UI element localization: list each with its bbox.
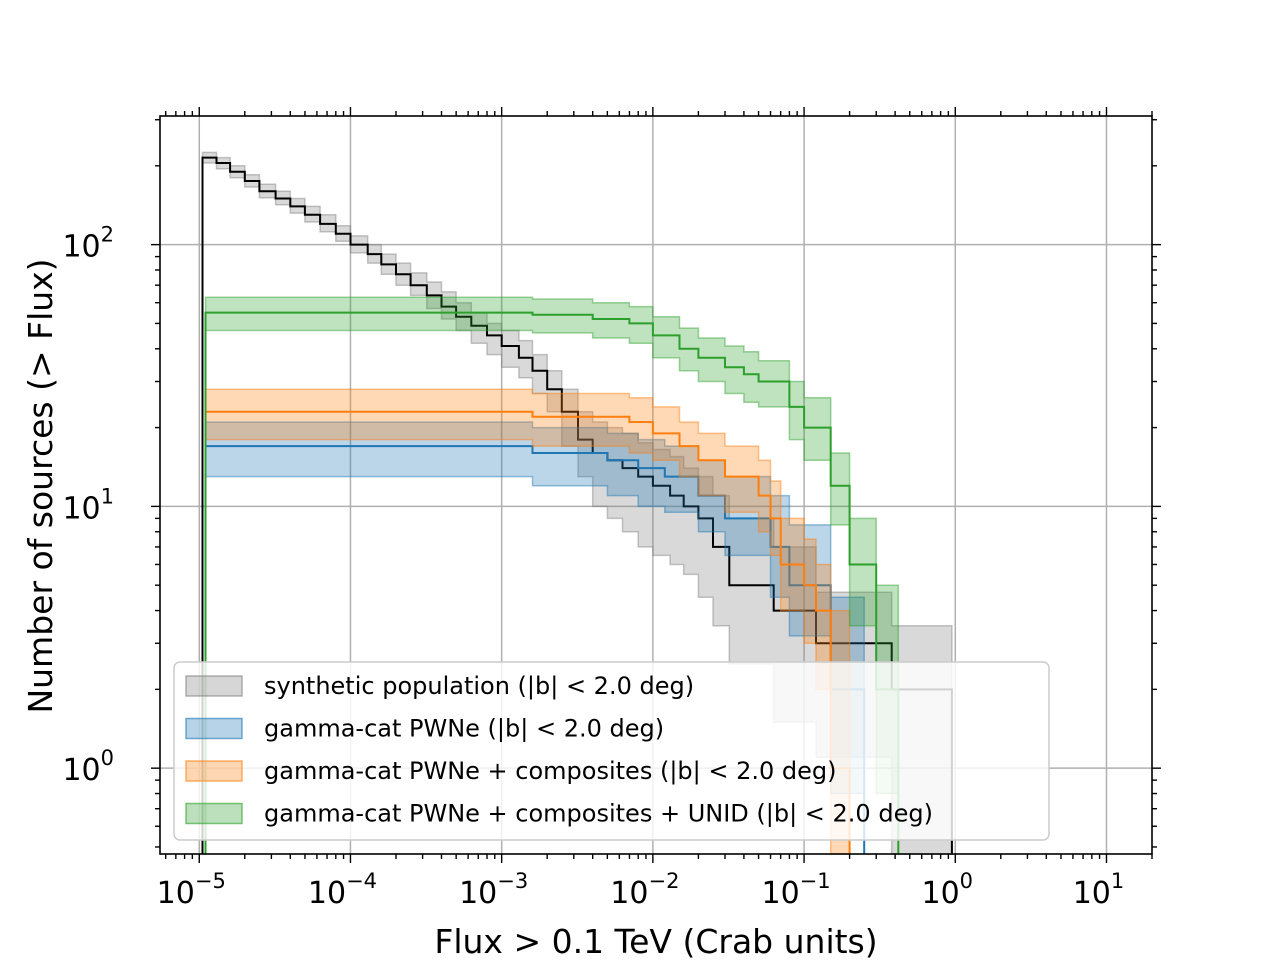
legend-swatch-2 [185,760,243,782]
y-tick-label-0: 100 [62,746,114,788]
plot-frame [159,115,1153,855]
axes-box [159,115,1153,855]
band-series-3 [204,296,900,854]
x-axis-title: Flux > 0.1 TeV (Crab units) [434,922,877,960]
x-tick-label-3: 10−2 [610,869,679,911]
y-tick-label-1: 101 [62,484,114,526]
line-series-2 [204,410,851,854]
x-tick-label-2: 10−3 [459,869,528,911]
x-tick-label-0: 10−5 [157,869,226,911]
legend-swatch-0 [185,675,243,697]
y-tick-label-2: 102 [62,223,114,265]
legend-label-1: gamma-cat PWNe (|b| < 2.0 deg) [264,715,664,743]
series-layer [201,151,953,855]
legend: synthetic population (|b| < 2.0 deg) gamm… [173,661,1050,841]
x-tick-label-4: 10−1 [761,869,830,911]
x-tick-label-6: 101 [1073,869,1125,911]
legend-box [173,661,1050,841]
legend-label-2: gamma-cat PWNe + composites (|b| < 2.0 d… [264,757,836,785]
legend-swatch-3 [185,802,243,825]
legend-label-0: synthetic population (|b| < 2.0 deg) [264,672,694,700]
line-series-3 [204,311,900,854]
x-tick-label-1: 10−4 [308,869,377,911]
line-series-0 [201,156,953,854]
y-axis-title: Number of sources (> Flux) [21,258,60,713]
legend-label-3: gamma-cat PWNe + composites + UNID (|b| … [264,800,933,828]
legend-swatch-1 [185,717,243,740]
x-tick-label-5: 100 [921,869,973,911]
